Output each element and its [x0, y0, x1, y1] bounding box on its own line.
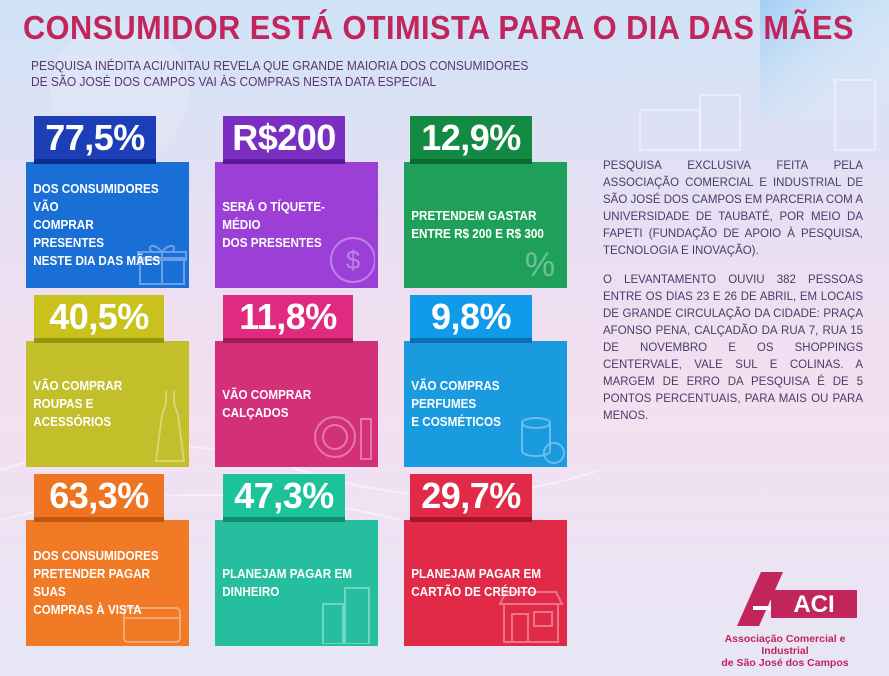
card-text: DOS CONSUMIDORES PRETENDER PAGAR SUAS CO… [33, 548, 159, 617]
card-text: PLANEJAM PAGAR EM CARTÃO DE CRÉDITO [411, 566, 541, 599]
gift-icon [137, 245, 187, 285]
svg-text:%: % [525, 246, 555, 284]
side-paragraph-1: PESQUISA EXCLUSIVA FEITA PELA ASSOCIAÇÃO… [603, 160, 863, 257]
credit-card-icon [123, 607, 181, 643]
stat-card-calcados: VÃO COMPRAR CALÇADOS 11,8% [215, 295, 378, 467]
aci-logo: ACI [737, 572, 857, 626]
svg-text:$: $ [346, 245, 361, 275]
stat-value: 63,3% [34, 474, 164, 522]
stat-value: 40,5% [34, 295, 164, 343]
subtitle-line-2: DE SÃO JOSÉ DOS CAMPOS VAI ÀS COMPRAS NE… [31, 74, 437, 89]
logo-caption-line-1: Associação Comercial e Industrial [724, 633, 846, 657]
stat-value: 11,8% [223, 295, 353, 343]
stat-value: 29,7% [410, 474, 532, 522]
dollar-coin-icon: $ [330, 237, 375, 283]
stat-card-a-vista: DOS CONSUMIDORES PRETENDER PAGAR SUAS CO… [26, 474, 189, 646]
stat-value: 9,8% [410, 295, 532, 343]
stat-card-perfumes: VÃO COMPRAS PERFUMES E COSMÉTICOS 9,8% [404, 295, 567, 467]
card-text: VÃO COMPRAR CALÇADOS [222, 387, 312, 420]
stat-value: R$200 [223, 116, 345, 164]
stat-card-roupas: VÃO COMPRAR ROUPAS E ACESSÓRIOS 40,5% [26, 295, 189, 467]
stat-card-gasto-200-300: PRETENDEM GASTAR ENTRE R$ 200 E R$ 300 1… [404, 116, 567, 288]
page-subtitle: PESQUISA INÉDITA ACI/UNITAU REVELA QUE G… [31, 58, 528, 90]
logo-caption: Associação Comercial e Industrial de São… [705, 633, 865, 669]
logo-caption-line-2: de São José dos Campos [721, 657, 849, 669]
stat-value: 12,9% [410, 116, 532, 164]
stat-card-presentes: DOS CONSUMIDORES VÃO COMPRAR PRESENTES N… [26, 116, 189, 288]
buildings-icon [322, 587, 370, 644]
stat-card-tiquete-medio: SERÁ O TÍQUETE-MÉDIO DOS PRESENTES R$200… [215, 116, 378, 288]
logo-text: ACI [793, 591, 834, 618]
card-text: PLANEJAM PAGAR EM DINHEIRO [222, 566, 352, 599]
card-text: VÃO COMPRAS PERFUMES E COSMÉTICOS [411, 378, 501, 429]
card-text: SERÁ O TÍQUETE-MÉDIO DOS PRESENTES [222, 199, 325, 250]
side-paragraph-2: O LEVANTAMENTO OUVIU 382 PESSOAS ENTRE O… [603, 274, 863, 422]
subtitle-line-1: PESQUISA INÉDITA ACI/UNITAU REVELA QUE G… [31, 58, 529, 73]
card-text: PRETENDEM GASTAR ENTRE R$ 200 E R$ 300 [411, 208, 544, 241]
card-text: DOS CONSUMIDORES VÃO COMPRAR PRESENTES N… [33, 181, 161, 268]
stat-value: 77,5% [34, 116, 156, 164]
storefront-icon [498, 591, 564, 643]
stat-card-cartao-credito: PLANEJAM PAGAR EM CARTÃO DE CRÉDITO 29,7… [404, 474, 567, 646]
stat-value: 47,3% [223, 474, 345, 522]
card-text: VÃO COMPRAR ROUPAS E ACESSÓRIOS [33, 378, 123, 429]
percent-tag-icon: % [525, 246, 555, 284]
stat-card-dinheiro: PLANEJAM PAGAR EM DINHEIRO 47,3% [215, 474, 378, 646]
page-title: CONSUMIDOR ESTÁ OTIMISTA PARA O DIA DAS … [23, 9, 854, 46]
